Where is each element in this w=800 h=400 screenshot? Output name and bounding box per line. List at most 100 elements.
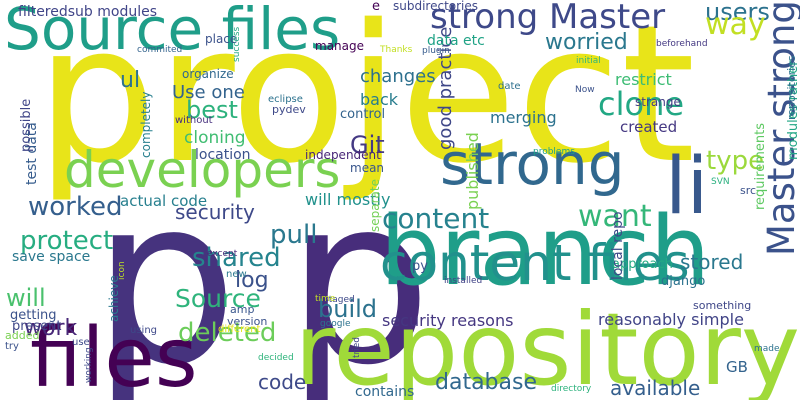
word-manage: manage: [315, 39, 365, 53]
word-gb: GB: [726, 358, 748, 376]
word-control: control: [340, 107, 386, 122]
word-except: except: [207, 249, 238, 259]
word-content-files: content files: [380, 234, 690, 292]
word-added: added: [5, 329, 40, 342]
word-will-mostly: will mostly: [305, 190, 391, 209]
word-using: using: [130, 325, 158, 336]
word-created: created: [620, 118, 678, 136]
word-version: version: [227, 315, 268, 328]
word-location: location: [195, 147, 251, 163]
word-strange: strange: [635, 95, 681, 109]
word-worked: worked: [28, 192, 123, 222]
word-made: made: [754, 344, 780, 354]
word-pydev: pydev: [272, 103, 306, 116]
word-getting: getting: [10, 308, 57, 323]
word-work: work: [24, 316, 78, 341]
word-log: log: [235, 268, 269, 293]
word-date: date: [498, 81, 521, 92]
word-files: files: [30, 311, 198, 400]
word-ul: ul: [120, 68, 141, 93]
word-published: published: [463, 132, 482, 210]
word-possible: possible: [19, 98, 34, 152]
word-use-one: Use one: [172, 82, 245, 103]
word-security-reasons: security reasons: [382, 311, 514, 330]
word-beforehand: beforehand: [656, 39, 708, 49]
word-branch: branch: [380, 197, 711, 307]
word-plugin: plugin: [422, 46, 450, 56]
word-local-repo: local repo: [610, 211, 626, 280]
word-django: django: [661, 274, 706, 289]
word-best: best: [186, 96, 238, 124]
word-git: Git: [350, 131, 385, 159]
word-without: without: [175, 115, 213, 126]
word-repository: repository: [294, 291, 800, 400]
word-independent: independent: [305, 148, 381, 162]
word-decided: decided: [258, 353, 294, 363]
word-initial: initial: [576, 56, 601, 66]
word-reasonably-simple: reasonably simple: [598, 310, 744, 329]
word-e: e: [372, 0, 380, 14]
word-way: way: [705, 7, 766, 42]
word-mean: mean: [350, 161, 385, 175]
word-something: something: [693, 299, 752, 312]
word-try: try: [5, 341, 19, 352]
word-back: back: [360, 90, 399, 109]
word-amp: amp: [230, 303, 255, 316]
word-project: project: [36, 0, 696, 205]
word-thanks: Thanks: [380, 45, 413, 55]
word-directory: directory: [551, 384, 592, 394]
word-contains: contains: [355, 384, 415, 400]
word-restrict: restrict: [615, 70, 672, 89]
word-stored: stored: [680, 250, 744, 274]
word-filteredsub-modules: filteredsub modules: [18, 4, 158, 20]
word-developers: developers: [64, 141, 341, 199]
word-now: Now: [575, 85, 595, 95]
word-source-files: Source files: [4, 0, 341, 63]
word-content: content: [382, 202, 490, 235]
word-commited: commited: [137, 45, 183, 55]
word-worried: worried: [545, 30, 628, 55]
word-pull: pull: [270, 220, 318, 250]
word-approach: approach: [612, 257, 673, 272]
word-src: src: [740, 184, 757, 197]
word-p: p: [286, 149, 432, 400]
word-staged: staged: [324, 295, 355, 305]
word-save-space: save space: [12, 249, 91, 265]
word-py: py: [412, 259, 428, 274]
word-will: will: [6, 284, 46, 312]
word-subdirectories: subdirectories: [393, 0, 479, 13]
word-time: time: [315, 294, 336, 304]
word-working: working: [84, 347, 94, 383]
word-type: type: [706, 146, 765, 176]
word-svn: SVN: [711, 177, 730, 187]
word-present: present: [12, 319, 62, 334]
word-organize: organize: [182, 67, 234, 81]
word-cloning: cloning: [184, 128, 246, 148]
word-available: available: [610, 376, 701, 400]
word-security: security: [175, 200, 255, 224]
word-database: database: [435, 370, 537, 395]
word-p: p: [92, 149, 238, 400]
word-problems: problems: [533, 147, 575, 157]
word-merging: merging: [490, 108, 557, 127]
word-changes: changes: [360, 66, 436, 87]
word-achieve: achieve: [107, 275, 121, 322]
word-users: users: [705, 0, 770, 26]
word-strong: strong: [440, 130, 625, 198]
word-protect: protect: [20, 226, 114, 256]
word-eclipse: eclipse: [268, 94, 303, 105]
word-shared: shared: [192, 243, 281, 273]
word-data-etc: data etc: [427, 33, 485, 49]
word-separate: separate: [368, 179, 382, 232]
word-installed: installed: [444, 276, 483, 286]
word-build: build: [318, 295, 378, 323]
word-li: li: [665, 142, 709, 232]
word-actual-code: actual code: [120, 192, 208, 210]
word-use: use: [72, 337, 90, 348]
word-want: want: [578, 199, 652, 234]
word-clone: clone: [598, 85, 685, 123]
word-completely: completely: [139, 91, 153, 159]
word-strong-master: strong Master: [430, 0, 666, 37]
word-code: code: [258, 370, 307, 394]
word-success: success: [232, 26, 242, 62]
